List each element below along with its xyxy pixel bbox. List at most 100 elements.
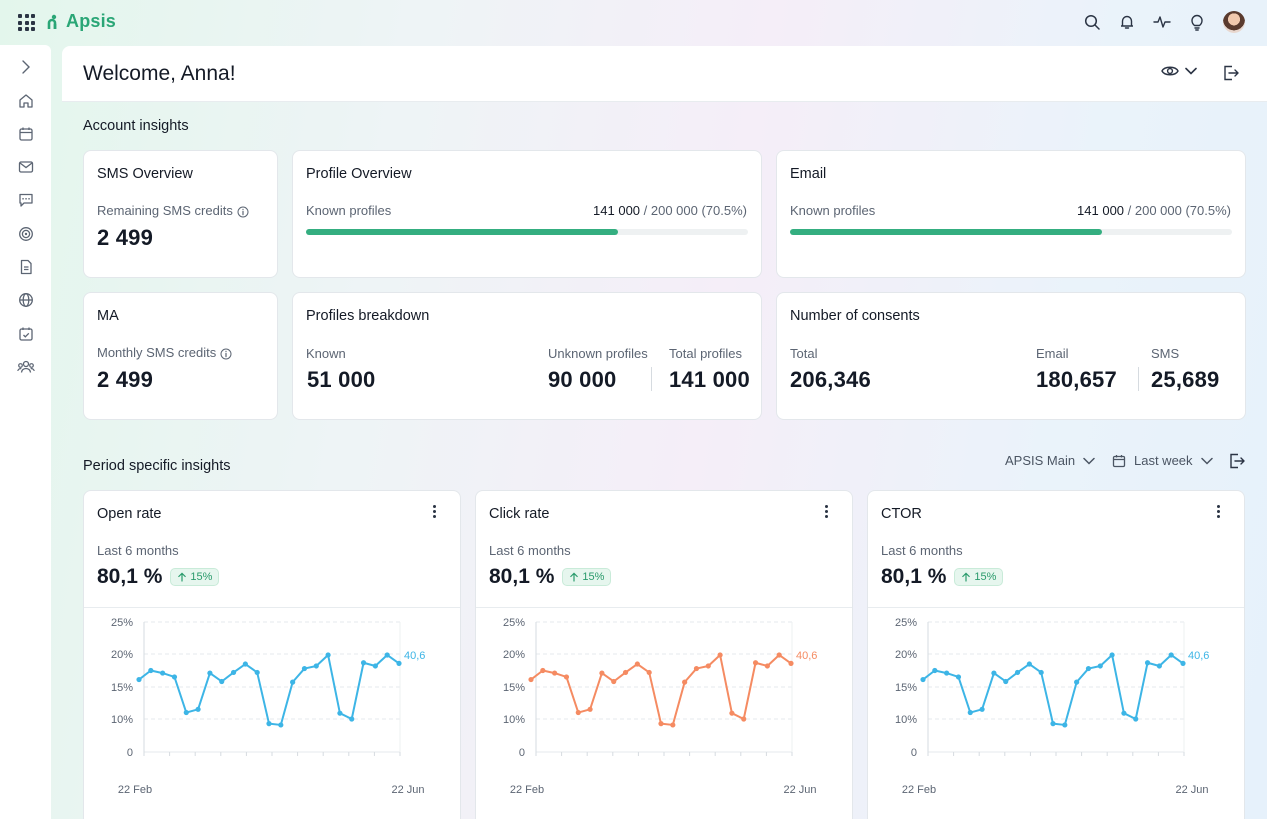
total-count: / 200 000 (70.5%): [1124, 203, 1231, 218]
more-options-icon[interactable]: [1214, 505, 1222, 521]
data-point: [349, 716, 355, 722]
change-badge: 15%: [562, 568, 612, 586]
data-point: [1109, 652, 1115, 658]
kpi-row: 80,1 % 15%: [489, 565, 612, 589]
visibility-dropdown[interactable]: [1161, 64, 1197, 78]
y-tick-label: 0: [911, 747, 917, 759]
change-badge: 15%: [170, 568, 220, 586]
x-tick-label: 22 Jun: [1175, 784, 1208, 796]
info-icon[interactable]: [237, 206, 249, 218]
user-avatar[interactable]: [1223, 11, 1245, 33]
y-tick-label: 10%: [111, 714, 133, 726]
calendar-check-icon[interactable]: [17, 325, 35, 343]
y-tick-label: 15%: [503, 682, 525, 694]
email-card: Email Known profiles 141 000 / 200 000 (…: [776, 150, 1246, 278]
profile-progress-bar: [306, 229, 748, 235]
eye-icon: [1161, 66, 1179, 76]
monthly-sms-label: Monthly SMS credits: [97, 345, 232, 360]
more-options-icon[interactable]: [822, 505, 830, 521]
search-icon[interactable]: [1083, 13, 1101, 31]
target-icon[interactable]: [17, 225, 35, 243]
calendar-icon[interactable]: [17, 125, 35, 143]
email-consents-label: Email: [1036, 346, 1069, 361]
unknown-profiles-label: Unknown profiles: [548, 346, 648, 361]
data-point: [1085, 665, 1092, 672]
y-tick-label: 25%: [895, 617, 917, 629]
data-point: [171, 674, 178, 680]
data-point: [1097, 663, 1103, 669]
data-point: [563, 674, 570, 680]
page-header: Welcome, Anna!: [62, 46, 1267, 102]
export-icon[interactable]: [1222, 64, 1240, 87]
data-point: [587, 706, 593, 712]
lightbulb-icon[interactable]: [1188, 13, 1206, 31]
known-count: 141 000: [1077, 203, 1125, 218]
data-point: [1062, 722, 1068, 728]
period-insights-heading: Period specific insights: [83, 458, 231, 474]
more-options-icon[interactable]: [430, 505, 438, 521]
data-point: [396, 660, 402, 666]
ma-card: MA Monthly SMS credits 2 499: [83, 292, 278, 420]
apsis-logo[interactable]: Apsis: [47, 11, 116, 32]
open-rate-card: Open rate Last 6 months 80,1 % 15% 25% 20…: [83, 490, 461, 819]
export-period-icon[interactable]: [1228, 452, 1246, 470]
ctor-card: CTOR Last 6 months 80,1 % 15% 25% 20% 15% 1…: [867, 490, 1245, 819]
sidebar: [0, 45, 51, 819]
sms-consents-value: 25,689: [1151, 367, 1220, 392]
data-point: [622, 669, 629, 676]
email-progress-bar: [790, 229, 1232, 235]
y-tick-label: 0: [127, 747, 133, 759]
card-title: Profile Overview: [306, 166, 412, 182]
card-title: Email: [790, 166, 827, 182]
data-point: [219, 678, 225, 685]
account-filter-dropdown[interactable]: APSIS Main: [1005, 453, 1095, 468]
y-tick-label: 25%: [111, 617, 133, 629]
change-text: 15%: [974, 571, 997, 583]
data-point: [991, 670, 997, 676]
globe-icon[interactable]: [17, 291, 35, 309]
data-point: [693, 665, 700, 672]
expand-sidebar-icon[interactable]: [17, 58, 35, 76]
data-point: [611, 678, 617, 685]
data-point: [729, 710, 735, 716]
data-point: [1180, 660, 1186, 666]
mail-icon[interactable]: [17, 158, 35, 176]
change-text: 15%: [190, 571, 213, 583]
data-point: [705, 663, 711, 669]
document-icon[interactable]: [17, 258, 35, 276]
data-point: [575, 709, 581, 716]
card-title: Number of consents: [790, 308, 920, 324]
total-consents-value: 206,346: [790, 367, 871, 392]
data-point: [1156, 663, 1162, 669]
y-tick-label: 10%: [503, 714, 525, 726]
app-grid-icon[interactable]: [18, 14, 35, 31]
data-point: [384, 652, 390, 658]
chat-icon[interactable]: [17, 191, 35, 209]
info-icon[interactable]: [220, 348, 232, 360]
period-filter-dropdown[interactable]: Last week: [1112, 453, 1213, 468]
progress-fill: [790, 229, 1102, 235]
data-point: [670, 722, 676, 728]
activity-icon[interactable]: [1153, 13, 1171, 31]
data-point: [944, 670, 950, 676]
data-point: [920, 676, 926, 683]
divider: [1138, 367, 1139, 391]
data-point: [1014, 669, 1021, 676]
known-profiles-label: Known profiles: [790, 203, 876, 218]
total-consents-label: Total: [790, 346, 818, 361]
bell-icon[interactable]: [1118, 13, 1136, 31]
users-icon[interactable]: [17, 358, 35, 376]
home-icon[interactable]: [17, 92, 35, 110]
total-count: / 200 000 (70.5%): [640, 203, 747, 218]
data-point: [658, 721, 664, 727]
arrow-up-icon: [570, 572, 579, 582]
label-text: Monthly SMS credits: [97, 345, 217, 360]
data-point: [242, 661, 248, 667]
card-title: Profiles breakdown: [306, 308, 430, 324]
known-profiles-ratio: 141 000 / 200 000 (70.5%): [593, 203, 747, 218]
calendar-icon: [1112, 454, 1126, 467]
kpi-value: 80,1 %: [97, 565, 163, 588]
data-point: [528, 676, 534, 683]
progress-fill: [306, 229, 618, 235]
sms-consents-label: SMS: [1151, 346, 1180, 361]
